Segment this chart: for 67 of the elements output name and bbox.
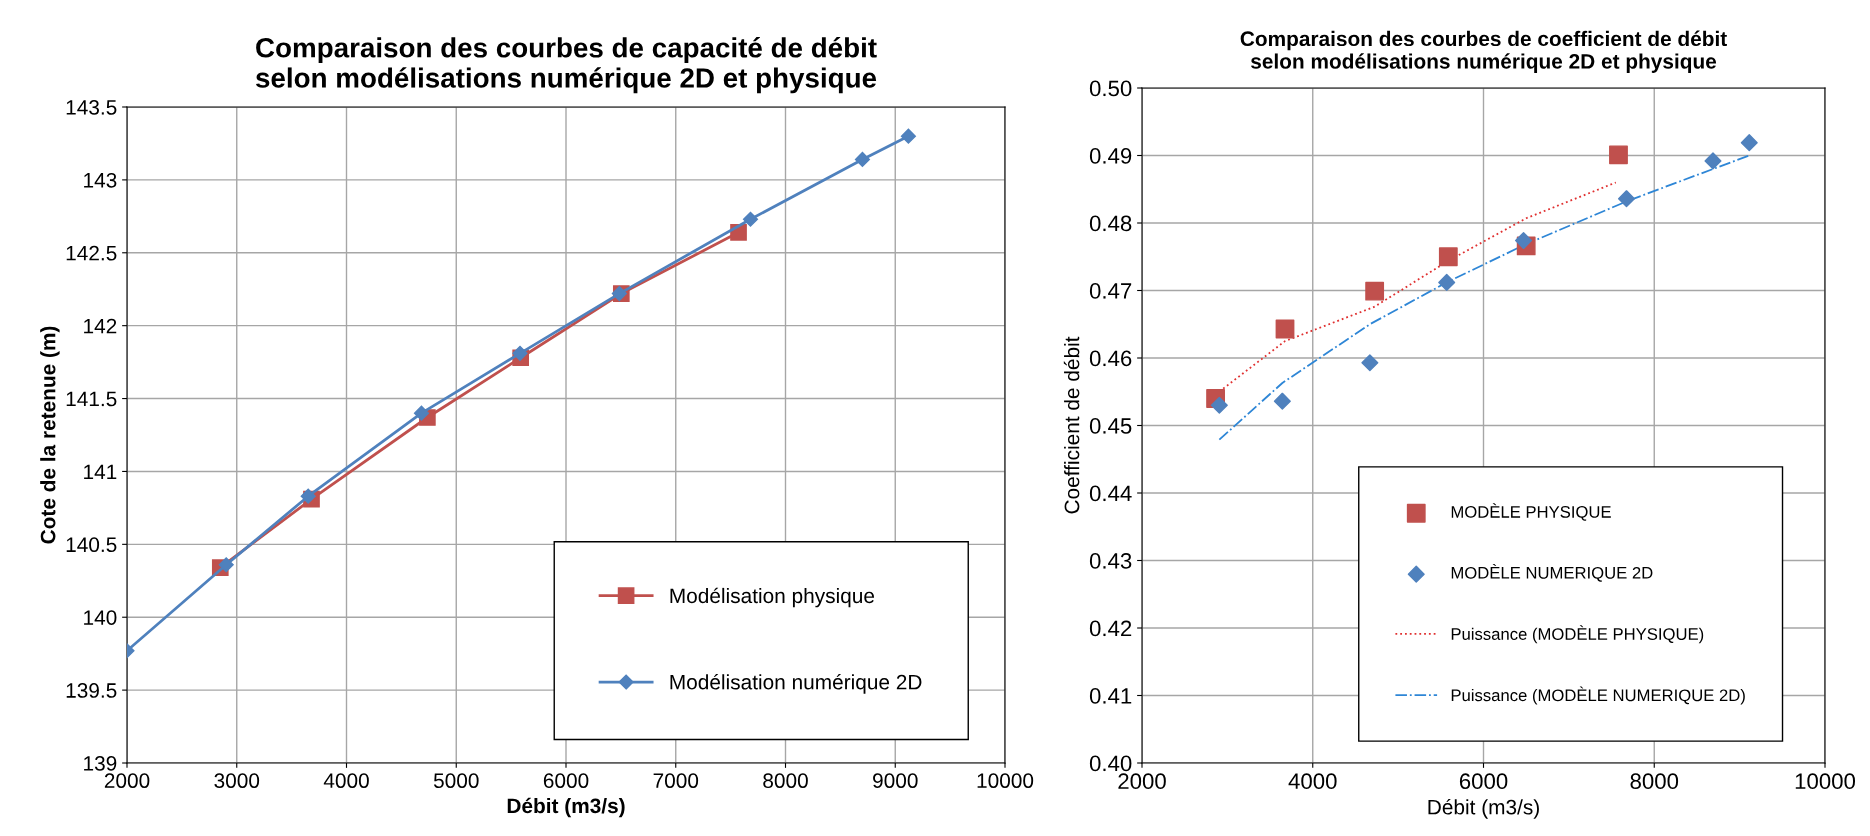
x-axis-title: Débit (m3/s): [1428, 798, 1539, 819]
x-tick-label: 3000: [214, 773, 260, 789]
point: [1210, 396, 1228, 414]
chart-title: Comparaison des courbes de capacité de débit selon modélisations numérique 2D et physique: [255, 36, 877, 94]
y-tick-label: 141: [84, 464, 117, 479]
point: [1704, 152, 1722, 170]
y-tick-label: 140: [84, 610, 117, 625]
y-tick-label: 142.5: [66, 245, 117, 261]
x-tick-label: 7000: [653, 773, 699, 789]
y-tick-label: 0.44: [1089, 485, 1132, 502]
y-tick-label: 141.5: [66, 391, 117, 407]
y-tick-label: 142: [84, 318, 117, 334]
x-tick-label: 5000: [433, 773, 479, 789]
x-tick-label: 9000: [873, 773, 918, 789]
x-tick-label: 6000: [1459, 773, 1508, 790]
x-tick-label: 4000: [1288, 773, 1337, 790]
point: [1515, 232, 1533, 250]
x-tick-label: 10000: [1795, 773, 1856, 790]
legend-label: Puissance (MODÈLE NUMERIQUE 2D): [1451, 686, 1745, 705]
y-tick-label: 0.45: [1089, 418, 1132, 434]
point: [300, 488, 316, 504]
y-tick-label: 140.5: [66, 537, 117, 553]
y-tick-label: 0.49: [1089, 148, 1132, 164]
y-tick-label: 0.48: [1089, 215, 1132, 232]
legend-label: Modélisation numérique 2D: [670, 673, 922, 694]
chart-title: Comparaison des courbes de coefficient de débit selon modélisations numérique 2D et physique: [1240, 30, 1727, 73]
line-series: [1218, 154, 1751, 441]
x-tick-label: 8000: [763, 773, 808, 789]
y-tick-label: 139: [84, 756, 117, 771]
legend-label: MODÈLE PHYSIQUE: [1451, 503, 1611, 521]
x-tick-label: 2000: [1118, 773, 1166, 790]
legend-label: MODÈLE NUMERIQUE 2D: [1451, 564, 1653, 582]
point: [1438, 273, 1456, 291]
point: [900, 128, 916, 144]
point: [1438, 247, 1458, 267]
y-tick-label: 139.5: [66, 683, 117, 698]
y-axis-title: Cote de la retenue (m): [40, 326, 60, 544]
point: [1609, 145, 1628, 165]
point: [1740, 134, 1758, 152]
y-tick-label: 0.41: [1089, 688, 1132, 704]
y-tick-label: 0.47: [1089, 283, 1132, 299]
point: [742, 211, 759, 227]
x-tick-label: 4000: [323, 773, 369, 789]
point: [1361, 354, 1379, 372]
y-tick-label: 0.46: [1089, 350, 1132, 367]
point: [218, 557, 234, 573]
point: [413, 405, 430, 421]
y-tick-label: 143.5: [66, 100, 117, 115]
x-tick-label: 2000: [104, 773, 150, 789]
x-tick-label: 8000: [1630, 773, 1679, 790]
y-tick-label: 0.50: [1089, 80, 1132, 97]
point: [854, 151, 871, 168]
y-tick-label: 0.40: [1089, 755, 1132, 772]
x-tick-label: 6000: [543, 773, 589, 789]
y-axis-title: Coefficient de débit: [1063, 336, 1080, 514]
x-tick-label: 10000: [977, 773, 1034, 789]
point: [1365, 281, 1385, 301]
legend-label: Puissance (MODÈLE PHYSIQUE): [1451, 625, 1704, 644]
point: [1273, 392, 1291, 410]
y-tick-label: 143: [84, 172, 117, 188]
y-tick-label: 0.42: [1089, 620, 1132, 637]
legend-label: Modélisation physique: [670, 587, 875, 608]
x-axis-title: Débit (m3/s): [507, 797, 625, 818]
point: [1617, 190, 1636, 208]
point: [512, 345, 528, 361]
point: [1275, 319, 1295, 339]
y-tick-label: 0.43: [1089, 553, 1132, 569]
